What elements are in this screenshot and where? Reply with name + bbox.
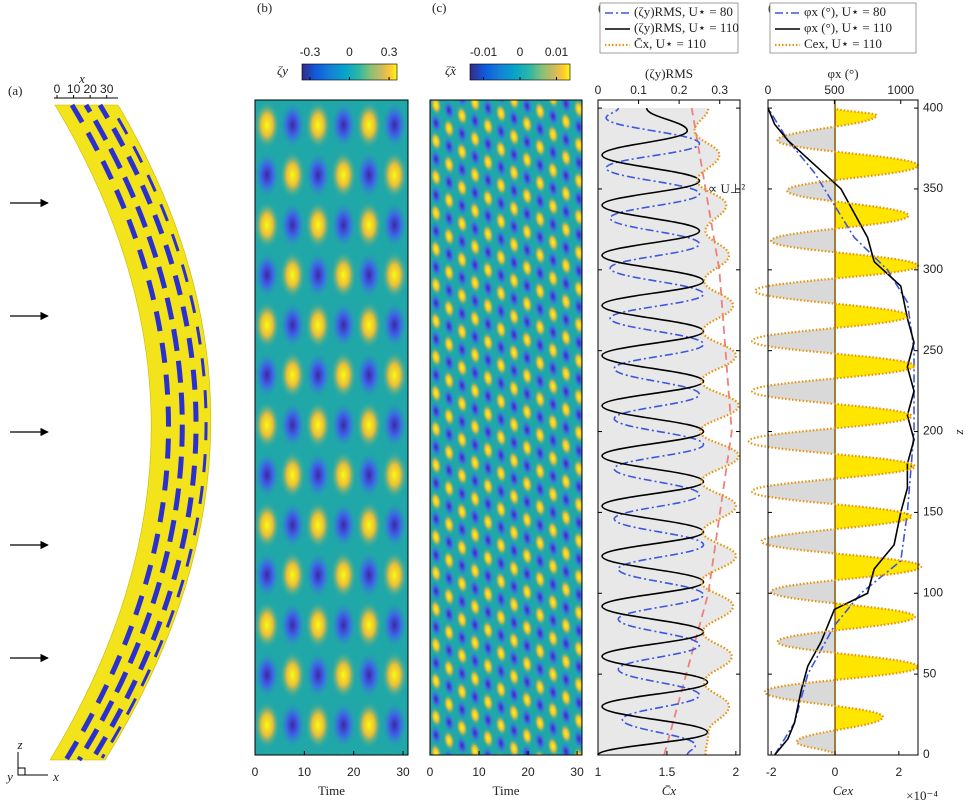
axes-box: [597, 99, 741, 756]
x-axis-label: Cex: [833, 783, 853, 798]
x-axis-label: Time: [318, 783, 345, 798]
legend-label: C̄x, U⋆ = 110: [634, 36, 706, 51]
multiplier: ×10⁻⁴: [906, 788, 938, 803]
y-tick-label: 50: [923, 666, 937, 680]
x-tick-label: 30: [100, 82, 114, 96]
x-axis-label: Time: [493, 783, 520, 798]
x2-tick-label: 0: [765, 83, 772, 97]
cylinder: [49, 103, 212, 762]
colorbar-tick-label: 0.01: [545, 45, 569, 59]
panel-label: (c): [432, 0, 446, 15]
x2-tick-label: 1000: [887, 83, 914, 97]
colorbar-tick-label: -0.3: [300, 45, 321, 59]
colorbar-tick-label: 0: [346, 45, 353, 59]
y-tick-label: 250: [923, 343, 943, 357]
legend-label: (ζy)RMS, U⋆ = 110: [634, 20, 739, 35]
legend-label: φx (°), U⋆ = 80: [804, 4, 886, 19]
axes-box: [254, 99, 409, 756]
legend-label: Cex, U⋆ = 110: [804, 36, 882, 51]
lobe-fill: [835, 108, 919, 731]
heatmap-image: [430, 100, 582, 755]
x2-tick-label: 0.3: [711, 83, 728, 97]
trend-line: [663, 107, 733, 756]
flow-arrows: [10, 198, 49, 663]
legend-label: (ζy)RMS, U⋆ = 80: [634, 4, 733, 19]
colorbar-tick-label: -0.01: [470, 45, 498, 59]
x-tick-label: 20: [521, 765, 535, 779]
y-tick-label: 400: [923, 100, 943, 114]
series-line: [767, 107, 915, 756]
y-tick-label: 100: [923, 585, 943, 599]
axes-box: [429, 99, 583, 756]
lobe-fill: [768, 108, 836, 755]
legend-label: φx (°), U⋆ = 110: [804, 20, 892, 35]
x-axis-label: C̄x: [662, 783, 677, 798]
triad-label: x: [52, 769, 59, 784]
axes-box: [767, 99, 919, 756]
x-tick-label: 0: [54, 82, 61, 96]
x2-tick-label: 0.2: [671, 83, 688, 97]
plot-area: [597, 107, 740, 756]
x-tick-label: 10: [472, 765, 486, 779]
colorbar-label: ζ̃x: [445, 63, 456, 78]
triad: [17, 752, 48, 776]
x-tick-label: 10: [298, 765, 312, 779]
y-axis-label: z: [951, 429, 966, 435]
heatmap-image: [255, 100, 408, 755]
x-tick-label: 0: [832, 765, 839, 779]
x-tick-label: 30: [396, 765, 410, 779]
series-line: [597, 107, 709, 756]
x-tick-label: 2: [733, 765, 740, 779]
panel-label: (b): [257, 0, 272, 15]
x2-tick-label: 500: [824, 83, 844, 97]
x-tick-label: 0: [427, 765, 434, 779]
legend-box: [769, 2, 917, 54]
triad-label: y: [5, 769, 13, 784]
colorbar-tick-label: 0: [517, 45, 524, 59]
x-tick-label: 20: [83, 82, 97, 96]
plot-area: [747, 100, 923, 757]
series-line: [693, 107, 740, 756]
y-tick-label: 350: [923, 181, 943, 195]
y-tick-label: 0: [923, 747, 930, 761]
y-tick-label: 150: [923, 505, 943, 519]
x-tick-label: 1: [595, 765, 602, 779]
series-line: [605, 107, 705, 756]
panel-label: (a): [8, 83, 22, 98]
colorbar-tick-label: 0.3: [381, 45, 398, 59]
y-tick-label: 300: [923, 262, 943, 276]
colorbar-label: ζy: [277, 63, 288, 78]
trend-label: ∝ U⊥²: [708, 181, 745, 196]
y-tick-label: 200: [923, 424, 943, 438]
x2-axis-label: φx (°): [827, 66, 858, 81]
x-tick-label: 0: [252, 765, 259, 779]
x-tick-label: -2: [766, 765, 777, 779]
x2-axis-label: (ζy)RMS: [645, 66, 693, 81]
x-tick-label: 1.5: [659, 765, 676, 779]
x-tick-label: 30: [570, 765, 584, 779]
triad-label: z: [16, 737, 22, 752]
x2-tick-label: 0: [595, 83, 602, 97]
x-tick-label: 20: [347, 765, 361, 779]
x2-tick-label: 0.1: [630, 83, 647, 97]
x-tick-label: 10: [67, 82, 81, 96]
area-fill: [598, 108, 739, 755]
x-axis-label: x: [78, 71, 85, 86]
x-tick-label: 2: [896, 765, 903, 779]
